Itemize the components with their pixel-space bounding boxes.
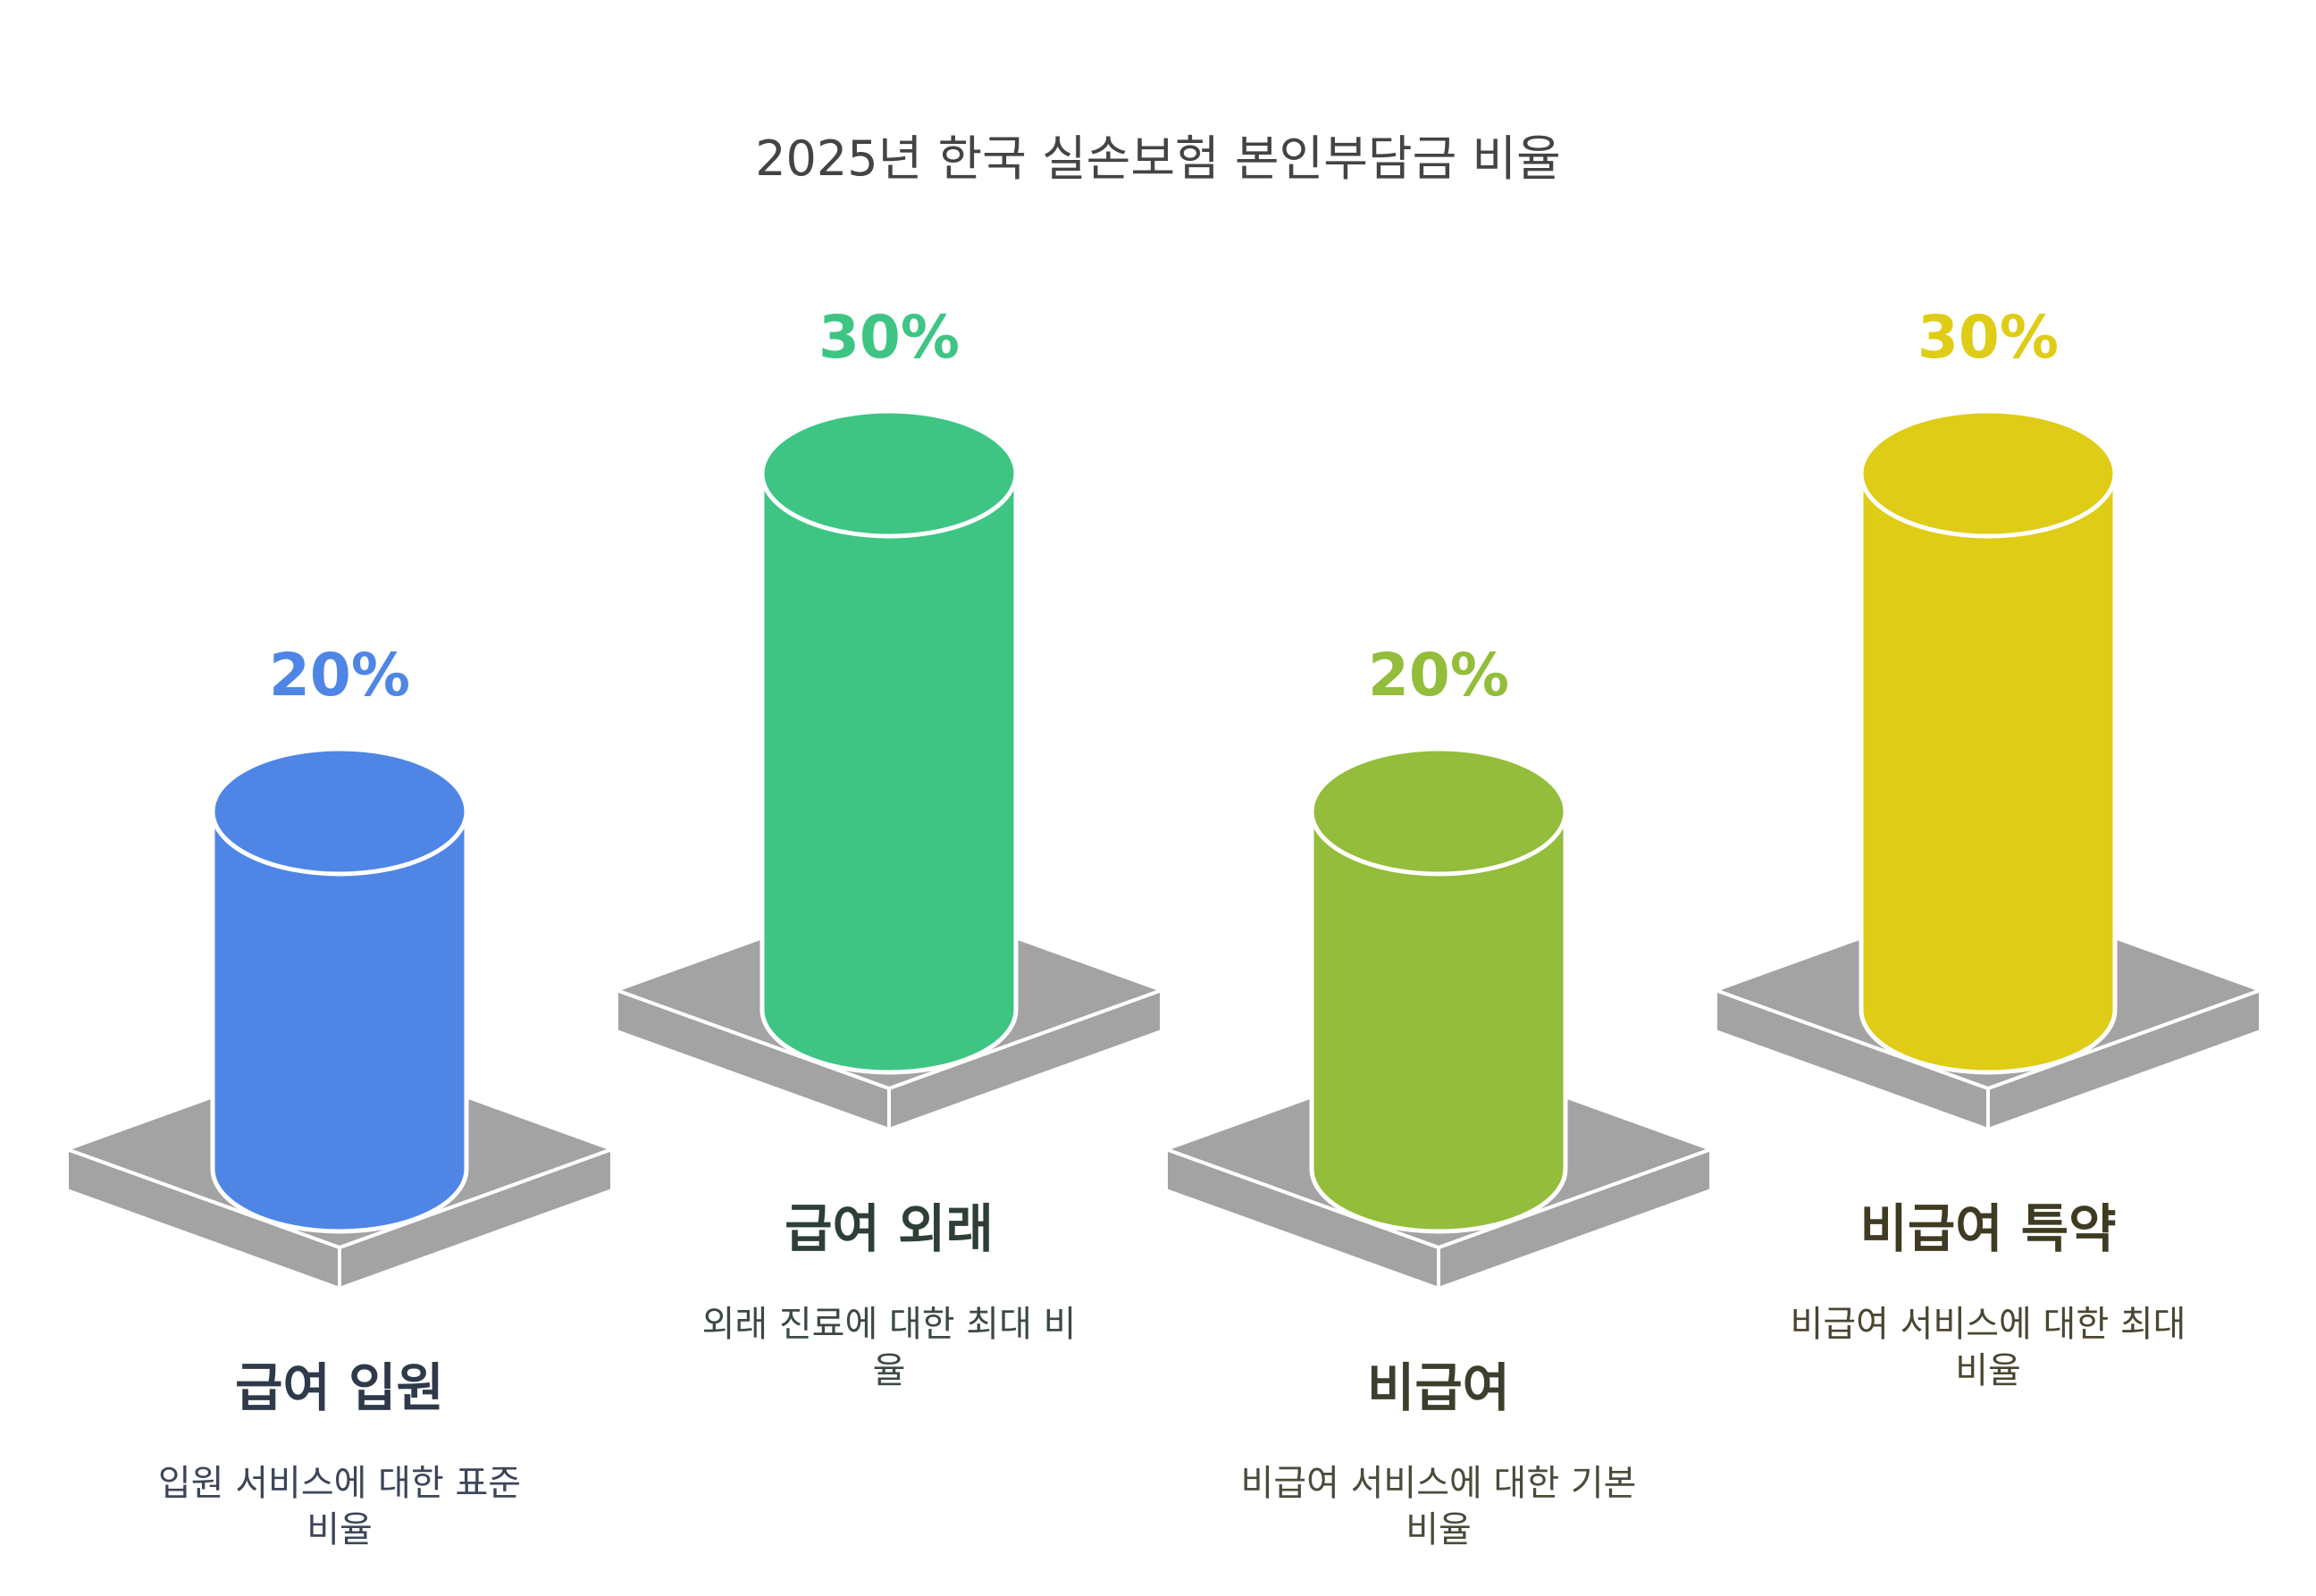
bar-cylinder-body [1859, 471, 2118, 1075]
bar-cylinder-top [1859, 408, 2118, 539]
bar-cylinder-top [759, 408, 1019, 539]
category-description-line: 입원 서비스에 대한 표준 [158, 1463, 521, 1504]
category-label: 급여 입원 [235, 1357, 444, 1418]
category-description-line: 율 [873, 1350, 906, 1391]
category-description-line: 비율 [1406, 1509, 1472, 1550]
bar-cylinder-top [1309, 746, 1568, 877]
category-description-line: 비급여 서비스에 대한 기본 [1241, 1463, 1637, 1504]
bar-value-label: 20% [1368, 641, 1509, 710]
bar-cylinder-body [1309, 809, 1568, 1234]
category-label: 비급여 [1367, 1357, 1510, 1418]
category-description-line: 비급여 서비스에 대한 최대 [1791, 1304, 2186, 1345]
bar-cylinder-body [210, 809, 469, 1234]
category-description-line: 비율 [1955, 1350, 2021, 1391]
bar-value-label: 30% [1917, 303, 2059, 372]
category-label: 비급여 특약 [1860, 1198, 2117, 1259]
category-label: 급여 외래 [785, 1198, 994, 1259]
bar-value-label: 30% [818, 303, 960, 372]
chart-title: 2025년 한국 실손보험 본인부담금 비율 [755, 130, 1561, 187]
bar-cylinder-body [759, 471, 1019, 1075]
category-description-line: 비율 [306, 1509, 373, 1550]
category-description-line: 외래 진료에 대한 최대 비 [702, 1304, 1077, 1345]
bar-value-label: 20% [269, 641, 410, 710]
bar-cylinder-top [210, 746, 469, 877]
